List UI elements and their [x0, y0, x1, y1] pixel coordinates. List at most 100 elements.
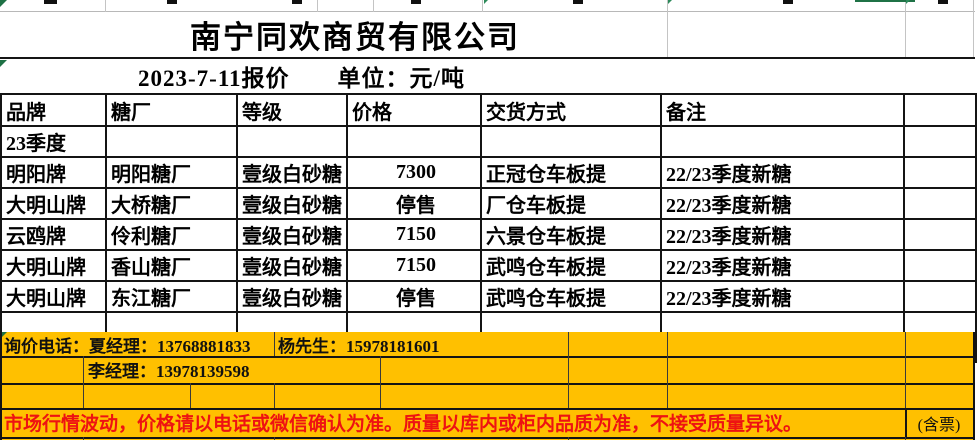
cell-factory[interactable]: 东江糖厂	[105, 280, 238, 313]
cell-price[interactable]: 停售	[346, 187, 482, 220]
gridline	[482, 0, 483, 12]
cell-note[interactable]: 22/23季度新糖	[660, 280, 905, 313]
header-brand[interactable]: 品牌	[0, 93, 107, 127]
cell-empty[interactable]	[105, 125, 238, 158]
cell-grade[interactable]: 壹级白砂糖	[236, 249, 348, 282]
gridline	[317, 0, 318, 12]
cell-brand[interactable]: 云鸥牌	[0, 218, 107, 251]
divider	[0, 57, 975, 59]
gridline	[274, 332, 275, 356]
cell-grade[interactable]: 壹级白砂糖	[236, 156, 348, 189]
table-row: 大明山牌 香山糖厂 壹级白砂糖 7150 武鸣仓车板提 22/23季度新糖	[0, 249, 977, 282]
gridline	[568, 383, 569, 408]
clipped-text-mark	[292, 0, 302, 4]
cell-factory[interactable]: 大桥糖厂	[105, 187, 238, 220]
cell-grade[interactable]: 壹级白砂糖	[236, 187, 348, 220]
gridline	[905, 437, 906, 440]
gridline	[380, 383, 381, 408]
sheet-edge	[0, 332, 2, 440]
cell-delivery[interactable]: 厂仓车板提	[480, 187, 662, 220]
cell-factory[interactable]: 香山糖厂	[105, 249, 238, 282]
cell-price[interactable]: 7150	[346, 249, 482, 282]
contact-section: 询价电话：夏经理：13768881833 杨先生：15978181601 李经理…	[0, 332, 975, 440]
cell-brand[interactable]: 大明山牌	[0, 187, 107, 220]
gridline	[667, 356, 668, 383]
cell-empty[interactable]	[660, 125, 905, 158]
cell-note[interactable]: 22/23季度新糖	[660, 187, 905, 220]
gridline	[667, 0, 668, 12]
contact-li[interactable]: 李经理：13978139598	[88, 362, 250, 381]
cell-empty[interactable]	[236, 125, 348, 158]
cell-empty[interactable]	[903, 187, 977, 220]
error-indicator-triangle-icon	[0, 60, 7, 67]
cell-empty[interactable]	[903, 125, 977, 158]
quote-table: 品牌 糖厂 等级 价格 交货方式 备注 23季度 明阳牌 明阳糖厂 壹级白砂糖 …	[0, 93, 977, 363]
cell-delivery[interactable]: 武鸣仓车板提	[480, 280, 662, 313]
gridline	[905, 332, 906, 356]
cell-price[interactable]: 停售	[346, 280, 482, 313]
cell-empty[interactable]	[903, 93, 977, 127]
cell-empty[interactable]	[480, 125, 662, 158]
cell-delivery[interactable]: 六景仓车板提	[480, 218, 662, 251]
cell-note[interactable]: 22/23季度新糖	[660, 218, 905, 251]
quote-date-unit: 2023-7-11报价 单位：元/吨	[138, 66, 465, 91]
error-indicator-triangle-icon	[0, 0, 7, 7]
cell-empty[interactable]	[903, 249, 977, 282]
gridline	[83, 437, 84, 440]
gridline	[905, 383, 906, 408]
error-indicator-triangle-icon	[906, 0, 910, 4]
clipped-text-mark	[938, 0, 948, 4]
gridline	[667, 12, 668, 57]
tax-included-note[interactable]: (含票)	[917, 416, 961, 434]
cell-factory[interactable]: 伶利糖厂	[105, 218, 238, 251]
gridline	[190, 383, 191, 408]
cell-empty[interactable]	[903, 218, 977, 251]
table-header-row: 品牌 糖厂 等级 价格 交货方式 备注	[0, 93, 977, 127]
header-factory[interactable]: 糖厂	[105, 93, 238, 127]
cell-delivery[interactable]: 正冠仓车板提	[480, 156, 662, 189]
gridline	[0, 408, 975, 410]
header-price[interactable]: 价格	[346, 93, 482, 127]
contact-yang[interactable]: 杨先生：15978181601	[278, 336, 440, 356]
gridline	[274, 383, 275, 408]
gridline	[905, 356, 906, 383]
gridline	[373, 0, 374, 12]
table-row: 大明山牌 东江糖厂 壹级白砂糖 停售 武鸣仓车板提 22/23季度新糖	[0, 280, 977, 313]
table-row: 大明山牌 大桥糖厂 壹级白砂糖 停售 厂仓车板提 22/23季度新糖	[0, 187, 977, 220]
gridline	[973, 12, 974, 57]
cell-empty[interactable]	[903, 280, 977, 313]
gridline	[83, 356, 84, 383]
gridline	[380, 356, 381, 383]
cell-price[interactable]: 7300	[346, 156, 482, 189]
cell-empty[interactable]	[346, 125, 482, 158]
subtitle-row[interactable]: 2023-7-11报价 单位：元/吨	[0, 59, 975, 93]
gridline	[568, 437, 569, 440]
market-disclaimer[interactable]: 市场行情波动，价格请以电话或微信确认为准。质量以库内或柜内品质为准，不接受质量异…	[4, 414, 803, 435]
gridline	[905, 12, 906, 57]
cell-delivery[interactable]: 武鸣仓车板提	[480, 249, 662, 282]
gridline	[905, 0, 906, 12]
header-delivery[interactable]: 交货方式	[480, 93, 662, 127]
cell-price[interactable]: 7150	[346, 218, 482, 251]
cell-grade[interactable]: 壹级白砂糖	[236, 218, 348, 251]
company-title: 南宁同欢商贸有限公司	[190, 20, 520, 55]
table-row: 云鸥牌 伶利糖厂 壹级白砂糖 7150 六景仓车板提 22/23季度新糖	[0, 218, 977, 251]
inquiry-phone-line[interactable]: 询价电话：夏经理：13768881833	[4, 336, 251, 356]
header-note[interactable]: 备注	[660, 93, 905, 127]
cell-grade[interactable]: 壹级白砂糖	[236, 280, 348, 313]
cell-brand[interactable]: 大明山牌	[0, 249, 107, 282]
header-grade[interactable]: 等级	[236, 93, 348, 127]
error-indicator-triangle-icon	[484, 0, 488, 4]
cell-note[interactable]: 22/23季度新糖	[660, 156, 905, 189]
cell-factory[interactable]: 明阳糖厂	[105, 156, 238, 189]
cell-note[interactable]: 22/23季度新糖	[660, 249, 905, 282]
clipped-text-mark	[411, 0, 421, 4]
cell-brand[interactable]: 明阳牌	[0, 156, 107, 189]
cell-brand[interactable]: 大明山牌	[0, 280, 107, 313]
clipped-text-mark	[783, 0, 793, 4]
cell-empty[interactable]	[903, 156, 977, 189]
title-row[interactable]: 南宁同欢商贸有限公司	[0, 12, 975, 57]
season-label[interactable]: 23季度	[0, 125, 107, 158]
gridline	[973, 0, 974, 12]
